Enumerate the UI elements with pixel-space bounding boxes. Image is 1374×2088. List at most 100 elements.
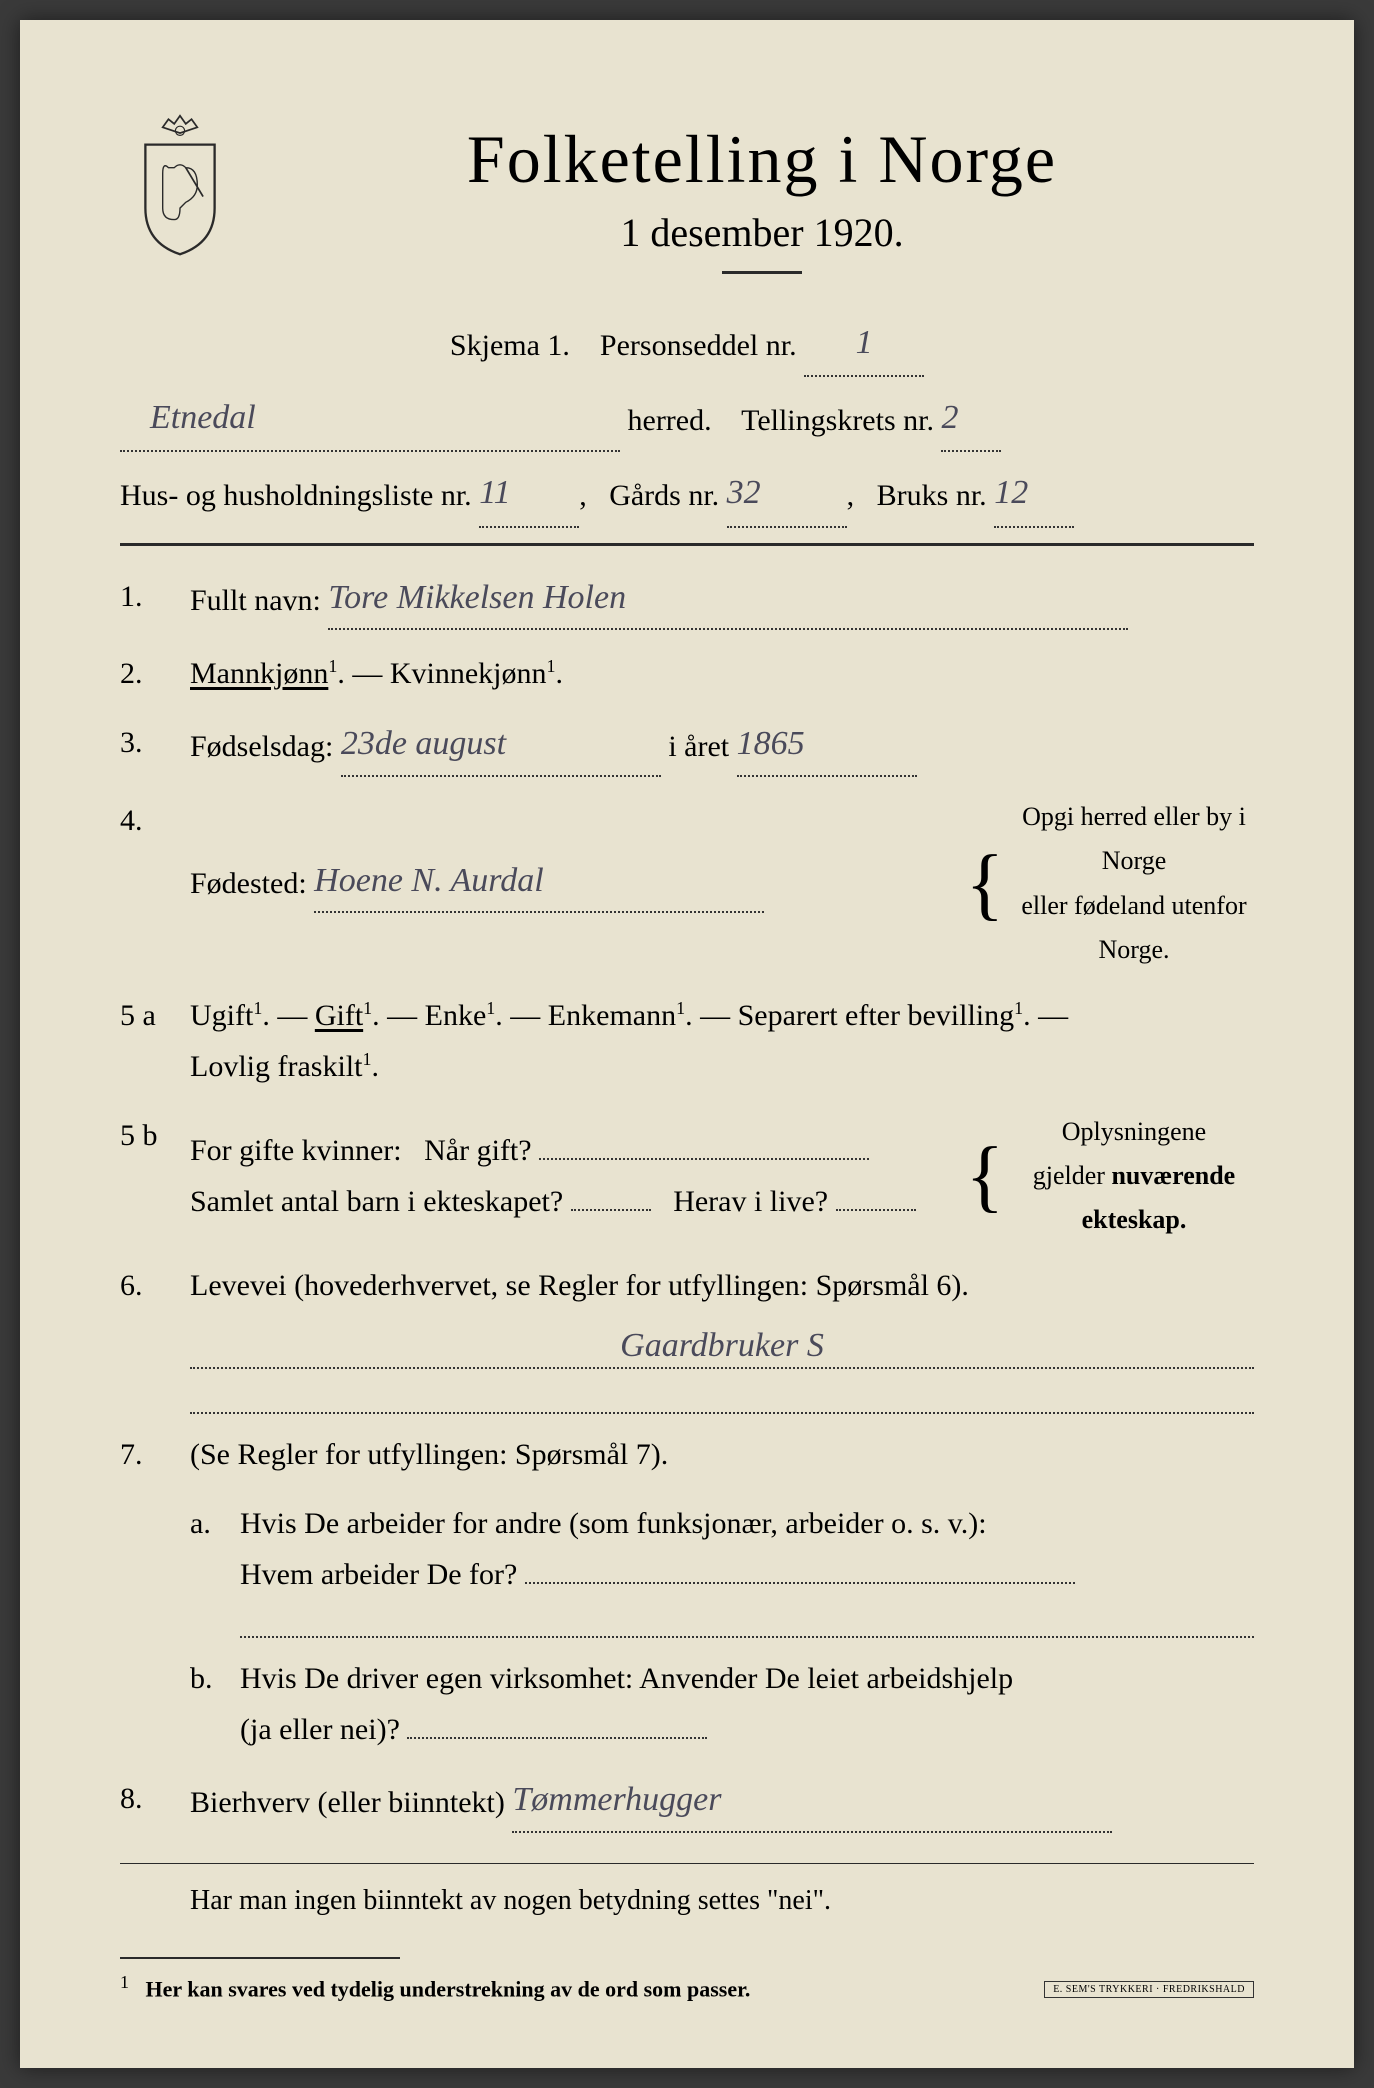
q5b-note2: gjelder gjelder nuværendenuværende (1014, 1154, 1254, 1198)
husliste-field: 11 (479, 464, 579, 527)
q5b-num: 5 b (120, 1110, 190, 1243)
q3-label: Fødselsdag: (190, 730, 333, 763)
husliste-label: Hus- og husholdningsliste nr. (120, 479, 472, 512)
q1-num: 1. (120, 571, 190, 631)
main-title: Folketelling i Norge (270, 120, 1254, 199)
q6-answer-line: Gaardbruker S (190, 1329, 1254, 1369)
q4-row: 4. Fødested: Hoene N. Aurdal { Opgi herr… (120, 795, 1254, 972)
bruks-label: Bruks nr. (877, 479, 987, 512)
q7a-row: a. Hvis De arbeider for andre (som funks… (120, 1498, 1254, 1600)
q5a-ugift: Ugift (190, 999, 253, 1032)
q7b-label: b. (190, 1653, 240, 1755)
skjema-label: Skjema 1. (450, 329, 570, 362)
q7a-body: Hvis De arbeider for andre (som funksjon… (240, 1498, 1254, 1600)
q7-num: 7. (120, 1429, 190, 1480)
q7b-text: Hvis De driver egen virksomhet: Anvender… (240, 1662, 1013, 1695)
q5a-enkemann: Enkemann (548, 999, 676, 1032)
q4-brace: { (956, 864, 1014, 904)
q5b-naar: Når gift? (424, 1134, 531, 1167)
q5b-herav-field (836, 1209, 916, 1211)
q4-field: Hoene N. Aurdal (314, 854, 764, 914)
q6-num: 6. (120, 1260, 190, 1311)
q4-note1: Opgi herred eller by i Norge (1014, 795, 1254, 883)
q6-row: 6. Levevei (hovederhvervet, se Regler fo… (120, 1260, 1254, 1311)
q5b-naar-field (539, 1158, 869, 1160)
q7-body: (Se Regler for utfyllingen: Spørsmål 7). (190, 1429, 1254, 1480)
gards-label: Gårds nr. (609, 479, 719, 512)
q5b-body: For gifte kvinner: Når gift? Samlet anta… (190, 1110, 1254, 1243)
q4-num: 4. (120, 795, 190, 972)
q5a-separert: Separert efter bevilling (738, 999, 1015, 1032)
q3-num: 3. (120, 717, 190, 777)
q8-value: Tømmerhugger (512, 1781, 721, 1818)
tellingskrets-label: Tellingskrets nr. (741, 404, 934, 437)
q4-body: Fødested: Hoene N. Aurdal { Opgi herred … (190, 795, 1254, 972)
q7b-q: (ja eller nei)? (240, 1713, 400, 1746)
q7a-blank-line (240, 1618, 1254, 1638)
q3-row: 3. Fødselsdag: 23de august i året 1865 (120, 717, 1254, 777)
q5b-brace: { (956, 1156, 1014, 1196)
q6-label: Levevei (hovederhvervet, se Regler for u… (190, 1269, 969, 1302)
norwegian-crest-icon (120, 110, 240, 260)
personseddel-value: 1 (856, 324, 873, 361)
q5b-samlet: Samlet antal barn i ekteskapet? (190, 1185, 563, 1218)
gards-field: 32 (727, 464, 847, 527)
tellingskrets-value: 2 (941, 399, 958, 436)
q5a-fraskilt: Lovlig fraskilt (190, 1050, 362, 1083)
q1-field: Tore Mikkelsen Holen (328, 571, 1128, 631)
q7b-row: b. Hvis De driver egen virksomhet: Anven… (120, 1653, 1254, 1755)
q8-body: Bierhverv (eller biinntekt) Tømmerhugger (190, 1773, 1254, 1833)
header-divider (120, 543, 1254, 546)
subtitle: 1 desember 1920. (270, 209, 1254, 256)
herred-line: Etnedal herred. Tellingskrets nr. 2 (120, 389, 1254, 452)
herred-label: herred. (628, 404, 712, 437)
q7b-field (407, 1737, 707, 1739)
q7a-field (525, 1582, 1075, 1584)
bruks-value: 12 (994, 474, 1028, 511)
q2-mann: Mannkjønn (190, 657, 328, 690)
q3-body: Fødselsdag: 23de august i året 1865 (190, 717, 1254, 777)
q5b-note3-text: ekteskap. (1082, 1205, 1187, 1234)
bottom-note: Har man ingen biinntekt av nogen betydni… (190, 1876, 1254, 1926)
q7a-text: Hvis De arbeider for andre (som funksjon… (240, 1507, 987, 1540)
q5a-body: Ugift1. — Gift1. — Enke1. — Enkemann1. —… (190, 990, 1254, 1092)
q4-note: Opgi herred eller by i Norge eller fødel… (1014, 795, 1254, 972)
q1-value: Tore Mikkelsen Holen (328, 579, 626, 616)
q4-note2: eller fødeland utenfor Norge. (1014, 884, 1254, 972)
q7-row: 7. (Se Regler for utfyllingen: Spørsmål … (120, 1429, 1254, 1480)
bottom-divider (120, 1863, 1254, 1864)
husliste-value: 11 (479, 474, 510, 511)
q4-left: Fødested: Hoene N. Aurdal (190, 854, 956, 914)
q6-blank-line (190, 1394, 1254, 1414)
q7b-body: Hvis De driver egen virksomhet: Anvender… (240, 1653, 1254, 1755)
q2-body: Mannkjønn1. — Kvinnekjønn1. (190, 648, 1254, 699)
q8-row: 8. Bierhverv (eller biinntekt) Tømmerhug… (120, 1773, 1254, 1833)
footnote-line (120, 1957, 400, 1967)
q3-day-value: 23de august (341, 725, 506, 762)
footnote-marker: 1 (120, 1972, 129, 1992)
personseddel-label: Personseddel nr. (600, 329, 797, 362)
q3-year-label: i året (668, 730, 729, 763)
q5a-gift: Gift (315, 999, 363, 1032)
q8-label: Bierhverv (eller biinntekt) (190, 1786, 505, 1819)
q5b-row: 5 b For gifte kvinner: Når gift? Samlet … (120, 1110, 1254, 1243)
q7a-q: Hvem arbeider De for? (240, 1558, 517, 1591)
q5b-note1: Oplysningene (1014, 1110, 1254, 1154)
personseddel-field: 1 (804, 314, 924, 377)
q5b-note3: ekteskap. (1014, 1198, 1254, 1242)
herred-value: Etnedal (150, 399, 256, 436)
q3-year-field: 1865 (737, 717, 917, 777)
q5b-note: Oplysningene gjelder gjelder nuværendenu… (1014, 1110, 1254, 1243)
q7-label: (Se Regler for utfyllingen: Spørsmål 7). (190, 1438, 668, 1471)
q8-num: 8. (120, 1773, 190, 1833)
census-form-page: Folketelling i Norge 1 desember 1920. Sk… (20, 20, 1354, 2068)
title-block: Folketelling i Norge 1 desember 1920. (270, 100, 1254, 304)
q1-row: 1. Fullt navn: Tore Mikkelsen Holen (120, 571, 1254, 631)
bruks-field: 12 (994, 464, 1074, 527)
q5b-samlet-field (571, 1209, 651, 1211)
q5b-herav: Herav i live? (673, 1185, 828, 1218)
q5b-label: For gifte kvinner: (190, 1134, 402, 1167)
q3-day-field: 23de august (341, 717, 661, 777)
gards-value: 32 (727, 474, 761, 511)
q4-value: Hoene N. Aurdal (314, 862, 543, 899)
